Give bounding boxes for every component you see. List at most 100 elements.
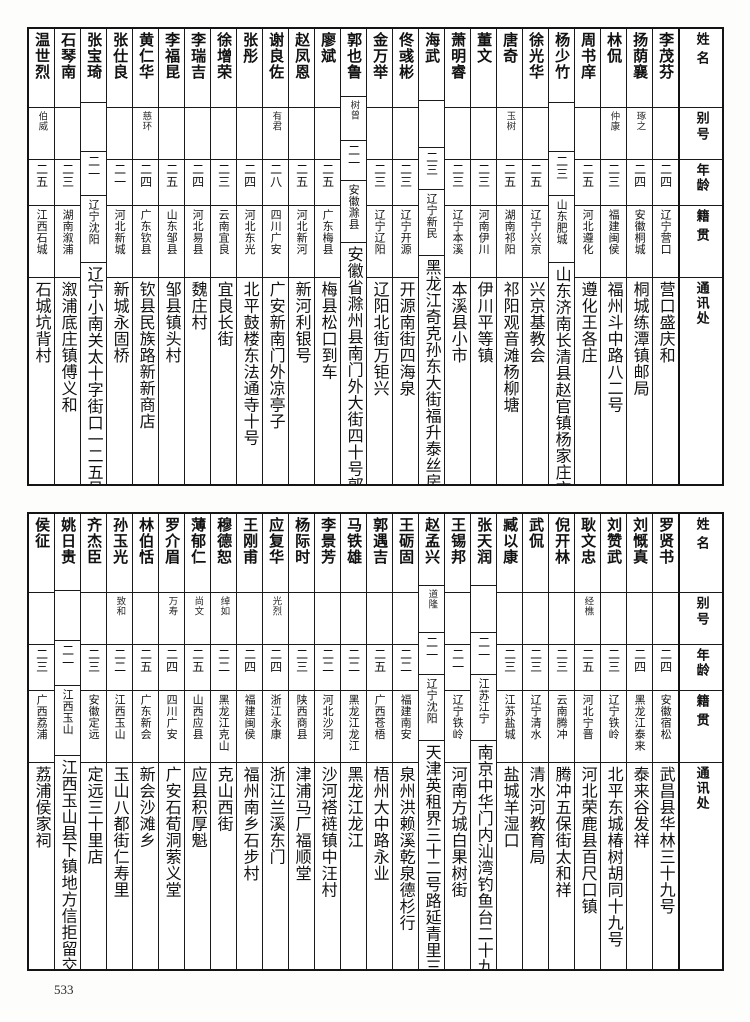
cell-origin: 籍贯 bbox=[680, 205, 722, 277]
cell-address: 腾冲五保街太和祥 bbox=[549, 762, 574, 900]
cell-name-text: 侯征 bbox=[33, 517, 52, 549]
cell-alias-text: 别号 bbox=[693, 111, 709, 143]
cell-age-text: 二五 bbox=[34, 163, 49, 188]
cell-age: 二五 bbox=[315, 159, 340, 205]
register-entry-column: 杨际时 二三 陕西商县 津浦马厂福顺堂 bbox=[288, 514, 314, 969]
cell-origin: 江苏盐城 bbox=[497, 690, 522, 762]
cell-origin-text: 河北宁晋 bbox=[581, 694, 595, 740]
cell-origin-text: 江西玉山 bbox=[61, 689, 75, 736]
cell-name: 李瑞吉 bbox=[185, 29, 210, 107]
cell-age: 二四 bbox=[133, 159, 158, 205]
cell-alias bbox=[81, 592, 106, 644]
cell-address-text: 宜良长街 bbox=[214, 281, 234, 347]
cell-origin-text: 江西石城 bbox=[35, 209, 49, 255]
cell-age-text: 二三 bbox=[398, 163, 413, 188]
cell-address-text: 新城永固桥 bbox=[110, 281, 130, 364]
cell-origin-text: 浙江永康 bbox=[269, 694, 283, 740]
cell-age: 二三 bbox=[549, 644, 574, 690]
cell-age: 二五 bbox=[29, 159, 54, 205]
cell-address-text: 营口盛庆和 bbox=[656, 281, 676, 364]
cell-address: 河南方城白果树街 bbox=[445, 762, 470, 900]
cell-alias-text: 别号 bbox=[693, 596, 709, 628]
cell-alias bbox=[627, 592, 652, 644]
cell-alias-text: 道隆 bbox=[426, 588, 438, 609]
cell-address: 武昌县华林三十九号 bbox=[653, 762, 678, 917]
register-entry-column: 孙玉光 致和 二二 江西玉山 玉山八都街仁寿里 bbox=[106, 514, 132, 969]
cell-name: 郭遇吉 bbox=[367, 514, 392, 592]
cell-origin-text: 安徽宿松 bbox=[659, 694, 673, 740]
cell-age: 二三 bbox=[367, 159, 392, 205]
cell-origin-text: 河北沙河 bbox=[321, 694, 335, 740]
cell-origin-text: 籍贯 bbox=[693, 209, 709, 247]
cell-origin-text: 辽宁沈阳 bbox=[87, 198, 101, 245]
cell-age: 二八 bbox=[263, 159, 288, 205]
cell-address-text: 河北荣鹿县百尺口镇 bbox=[578, 766, 598, 915]
cell-alias bbox=[523, 107, 548, 159]
cell-age: 二五 bbox=[133, 644, 158, 690]
cell-age: 二三 bbox=[211, 159, 236, 205]
cell-origin: 广西苍梧 bbox=[367, 690, 392, 762]
cell-age-text: 二四 bbox=[268, 648, 283, 673]
cell-name-text: 扬荫襄 bbox=[631, 32, 650, 80]
cell-age-text: 二三 bbox=[34, 648, 49, 673]
cell-name-text: 应复华 bbox=[267, 517, 286, 565]
cell-address-text: 祁阳观音滩杨柳塘 bbox=[500, 281, 520, 413]
cell-age-text: 二三 bbox=[216, 163, 231, 188]
cell-age-text: 二四 bbox=[658, 648, 673, 673]
register-entry-column: 赵凤恩 二五 河北新河 新河利银号 bbox=[288, 29, 314, 484]
cell-alias-text: 树曾 bbox=[348, 99, 360, 120]
cell-alias bbox=[315, 592, 340, 644]
cell-age: 二五 bbox=[575, 159, 600, 205]
cell-age: 二三 bbox=[445, 159, 470, 205]
cell-name: 王锡邦 bbox=[445, 514, 470, 592]
register-entry-column: 臧以康 二三 江苏盐城 盐城羊湿口 bbox=[496, 514, 522, 969]
cell-address: 广安石荀洞萦义堂 bbox=[159, 762, 184, 900]
cell-age: 二三 bbox=[81, 644, 106, 690]
cell-origin: 浙江永康 bbox=[263, 690, 288, 762]
cell-age-text: 二三 bbox=[606, 648, 621, 673]
cell-name: 张宝琦 bbox=[81, 29, 106, 102]
cell-origin: 广东梅县 bbox=[315, 205, 340, 277]
cell-address: 新河利银号 bbox=[289, 277, 314, 366]
cell-address-text: 魏庄村 bbox=[188, 281, 208, 331]
cell-origin-text: 江苏盐城 bbox=[503, 694, 517, 740]
cell-address-text: 钦县民族路新新商店 bbox=[136, 281, 156, 430]
cell-address: 克山西街 bbox=[211, 762, 236, 834]
cell-address-text: 玉山八都街仁寿里 bbox=[110, 766, 130, 898]
cell-name-text: 武侃 bbox=[527, 517, 546, 549]
cell-name-text: 刘慨真 bbox=[631, 517, 650, 565]
cell-origin: 福建闽侯 bbox=[237, 690, 262, 762]
cell-name-text: 杨少竹 bbox=[553, 32, 572, 80]
cell-name-text: 姓名 bbox=[693, 517, 709, 555]
cell-name-text: 董文 bbox=[475, 32, 494, 64]
register-entry-column: 温世烈 伯威 二五 江西石城 石城坑背村 bbox=[29, 29, 54, 484]
cell-address-text: 梅县松口到车 bbox=[318, 281, 338, 380]
cell-alias: 琢之 bbox=[627, 107, 652, 159]
cell-address: 荔浦侯家祠 bbox=[29, 762, 54, 851]
cell-address-text: 津浦马厂福顺堂 bbox=[292, 766, 312, 882]
cell-address-text: 荔浦侯家祠 bbox=[32, 766, 52, 849]
cell-age: 二五 bbox=[289, 159, 314, 205]
register-entry-column: 罗贤书 二四 安徽宿松 武昌县华林三十九号 bbox=[652, 514, 678, 969]
cell-origin: 河北遵化 bbox=[575, 205, 600, 277]
cell-name: 赵孟兴 bbox=[419, 514, 444, 585]
cell-age-text: 二三 bbox=[476, 163, 491, 188]
cell-age-text: 二五 bbox=[138, 648, 153, 673]
cell-origin-text: 辽宁清水 bbox=[529, 694, 543, 740]
register-entry-column: 林伯恬 二五 广东新会 新会沙滩乡 bbox=[132, 514, 158, 969]
register-entry-column: 李茂芬 二四 辽宁营口 营口盛庆和 bbox=[652, 29, 678, 484]
cell-address-text: 江西玉山县下镇地方信拒留交 bbox=[58, 759, 78, 969]
cell-name-text: 齐杰臣 bbox=[85, 517, 104, 565]
cell-origin: 福建南安 bbox=[393, 690, 418, 762]
cell-age-text: 二二 bbox=[398, 648, 413, 673]
cell-address: 盐城羊湿口 bbox=[497, 762, 522, 851]
cell-age: 年龄 bbox=[680, 644, 722, 690]
cell-origin: 江西玉山 bbox=[55, 685, 80, 755]
cell-origin: 江西玉山 bbox=[107, 690, 132, 762]
cell-alias bbox=[367, 592, 392, 644]
cell-age: 二一 bbox=[445, 644, 470, 690]
cell-age: 二五 bbox=[497, 159, 522, 205]
cell-origin-text: 安徽定远 bbox=[87, 694, 101, 740]
cell-origin-text: 河北遵化 bbox=[581, 209, 595, 255]
cell-age-text: 二四 bbox=[138, 163, 153, 188]
